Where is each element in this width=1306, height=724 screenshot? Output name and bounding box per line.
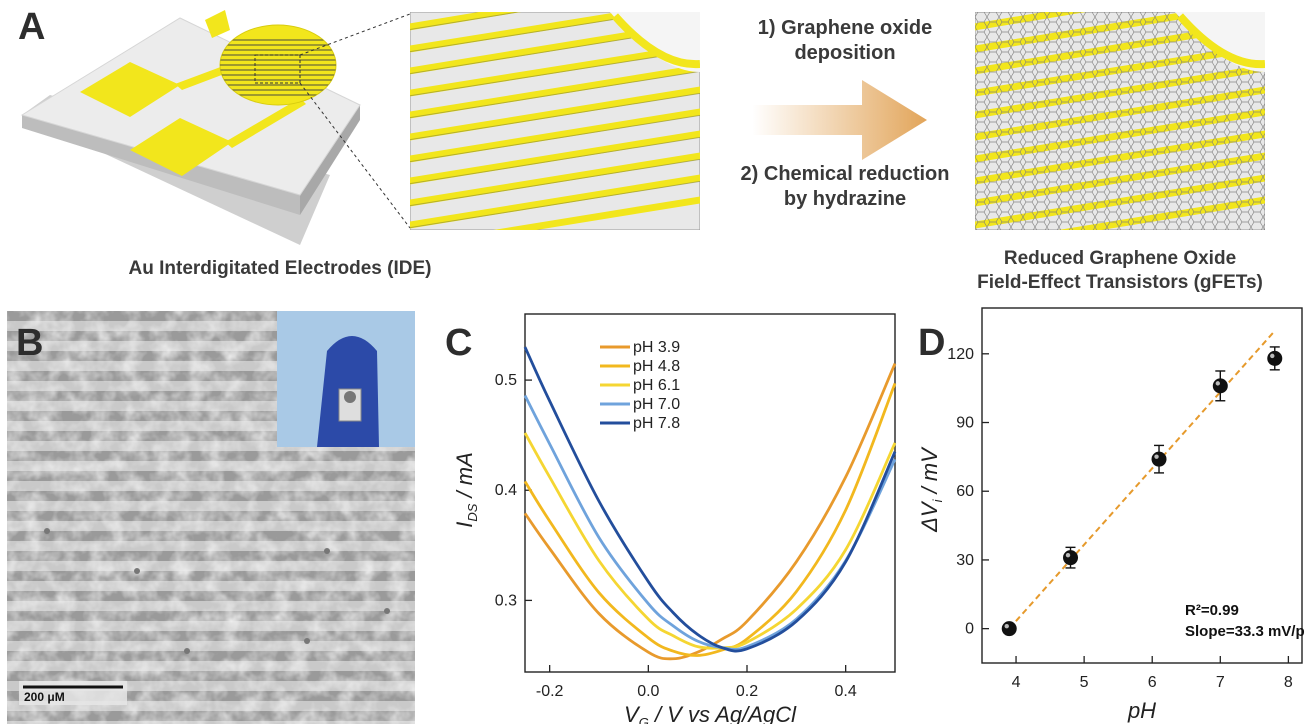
chart-d-ytick-label: 90 [956, 415, 974, 432]
chart-d-frame [981, 307, 1303, 664]
chart-d-point-highlight [1065, 552, 1071, 558]
chart-d-xtick-label: 6 [1148, 674, 1157, 691]
chart-c-ylabel: IDS / mA [452, 452, 480, 528]
chart-c-xtick-label: 0.0 [637, 683, 659, 700]
chart-d-point [1212, 378, 1228, 394]
chart-c-legend-label: pH 3.9 [633, 339, 680, 356]
chart-c-ytick-label: 0.3 [495, 592, 517, 609]
chart-d: 4 5 6 7 8 0 30 60 90 120 ΔVi / mV pH R²=0.99 Slop… [917, 307, 1305, 723]
chart-c-series-3 [523, 432, 897, 650]
zoom-lines [299, 13, 411, 229]
chart-c-legend-label: pH 6.1 [633, 377, 680, 394]
chart-c-series-2 [523, 382, 897, 657]
chart-d-annotation-r2: R²=0.99 [1185, 602, 1239, 619]
chart-d-point [1267, 350, 1283, 366]
chart-c-series-1 [523, 363, 897, 661]
panel-letter-d: D [918, 322, 946, 364]
scale-bar-label: 200 μM [24, 690, 65, 704]
panel-letter-b: B [16, 322, 44, 364]
step-2-text: 2) Chemical reduction by hydrazine [740, 163, 950, 210]
sem-micrograph [7, 311, 415, 724]
chart-d-xtick-label: 7 [1216, 674, 1225, 691]
chart-d-ytick-label: 30 [956, 552, 974, 569]
process-arrow [752, 80, 927, 160]
chart-c-ytick-label: 0.5 [495, 372, 517, 389]
chart-d-ytick-label: 60 [956, 483, 974, 500]
chart-d-point [1001, 621, 1017, 637]
ide-caption: Au Interdigitated Electrodes (IDE) [128, 258, 432, 279]
chart-d-xtick-label: 4 [1012, 674, 1021, 691]
chart-c-xlabel: VG / V vs Ag/AgCl [624, 702, 797, 724]
chart-c-frame [524, 313, 896, 673]
chart-d-point-highlight [1270, 353, 1275, 359]
gfet-caption: Reduced Graphene Oxide Field-Effect Tran… [977, 248, 1263, 293]
chart-c-xtick-label: -0.2 [536, 683, 564, 700]
step-1-text: 1) Graphene oxide deposition [757, 17, 933, 64]
chart-d-point [1063, 550, 1079, 566]
chart-d-xtick-label: 5 [1080, 674, 1089, 691]
panel-letter-c: C [445, 322, 473, 364]
chart-d-ytick-label: 120 [947, 346, 974, 363]
chart-d-point-highlight [1215, 381, 1220, 386]
chart-c-xtick-label: 0.2 [736, 683, 758, 700]
chart-c-legend-label: pH 4.8 [633, 358, 680, 375]
chart-d-annotation-slope: Slope=33.3 mV/pH [1185, 623, 1305, 640]
chart-d-fit-line [1008, 330, 1276, 630]
chart-d-xlabel: pH [1127, 698, 1156, 723]
chart-d-point-highlight [1004, 623, 1009, 629]
chart-d-ytick-label: 0 [965, 621, 974, 638]
gfet-zoom-view [975, 12, 1265, 230]
chart-d-point-highlight [1154, 454, 1159, 459]
chart-c-ytick-label: 0.4 [495, 482, 517, 499]
ide-zoom-view [410, 12, 700, 230]
panel-letter-a: A [18, 6, 46, 48]
chart-c-legend-label: pH 7.0 [633, 396, 680, 413]
chart-c-legend-label: pH 7.8 [633, 415, 680, 432]
chart-c-xtick-label: 0.4 [835, 683, 857, 700]
chart-d-point [1151, 451, 1167, 467]
ide-chip-illustration [20, 10, 361, 245]
chart-c-series-5 [523, 346, 897, 653]
chart-c: -0.2 0.0 0.2 0.4 0.3 0.4 0.5 pH 3.9 pH 4.8 pH 6.… [452, 313, 897, 724]
chart-d-xtick-label: 8 [1284, 674, 1293, 691]
chart-d-ylabel: ΔVi / mV [917, 446, 945, 533]
